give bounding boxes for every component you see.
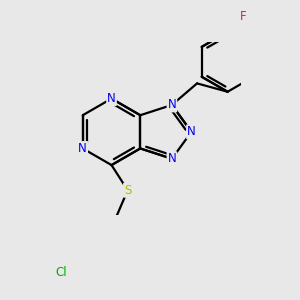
Text: F: F [240,10,246,23]
Text: N: N [167,152,176,165]
Text: N: N [187,125,196,138]
Text: N: N [167,98,176,111]
Text: N: N [78,142,87,155]
Text: N: N [107,92,116,105]
Text: S: S [124,184,131,197]
Text: Cl: Cl [56,266,67,279]
